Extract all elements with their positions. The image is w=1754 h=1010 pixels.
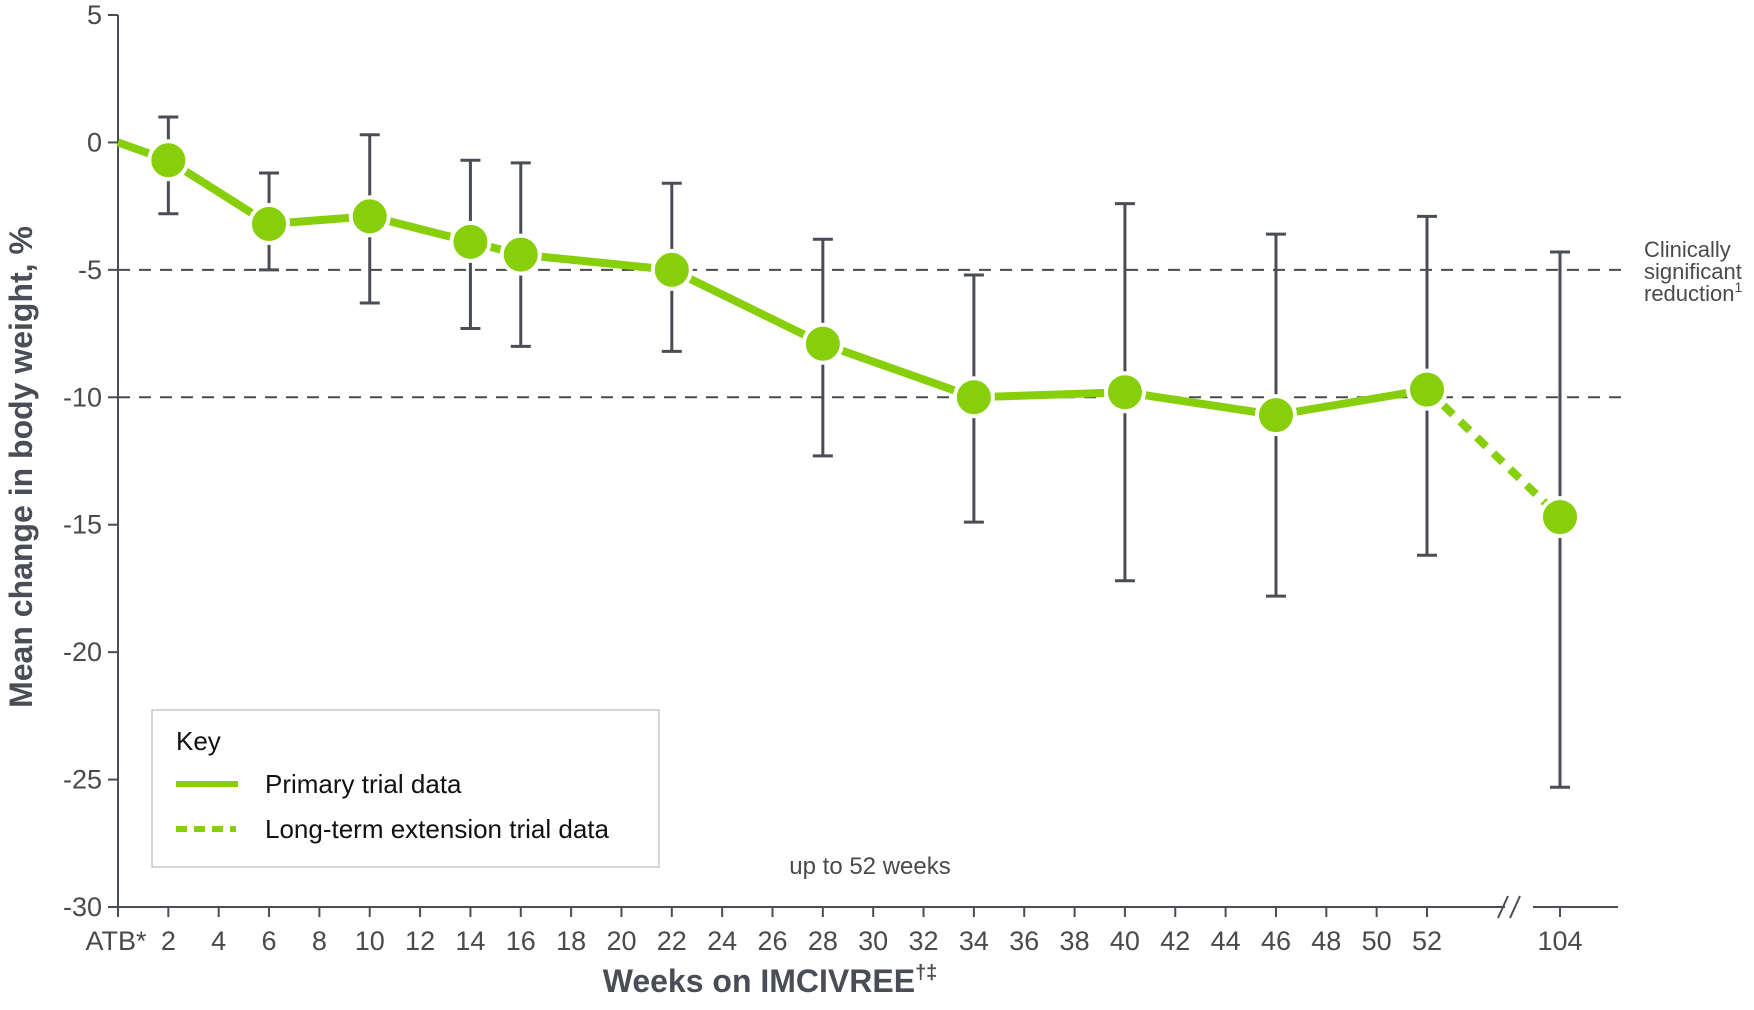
- data-point: [147, 139, 190, 182]
- x-tick-label: ATB*: [85, 926, 147, 956]
- reference-label-line-2: significant: [1644, 259, 1742, 284]
- x-tick-label: 8: [312, 926, 327, 956]
- series-line-0: [116, 138, 1428, 420]
- data-point: [801, 322, 844, 365]
- y-tick-label: -30: [63, 892, 102, 922]
- data-point: [499, 233, 542, 276]
- series-line-1: [1424, 386, 1563, 520]
- x-tick-label: 48: [1311, 926, 1341, 956]
- x-tick-label: 52: [1412, 926, 1442, 956]
- y-tick-label: 5: [87, 0, 102, 30]
- x-tick-label: 50: [1362, 926, 1392, 956]
- y-tick-label: -10: [63, 382, 102, 412]
- x-tick-label: 44: [1211, 926, 1241, 956]
- x-tick-label: 36: [1009, 926, 1039, 956]
- x-tick-label: 14: [455, 926, 485, 956]
- y-tick-label: -25: [63, 765, 102, 795]
- data-point: [1254, 394, 1297, 437]
- x-tick-label: 10: [355, 926, 385, 956]
- legend-label-extension: Long-term extension trial data: [265, 814, 610, 844]
- data-point: [1539, 496, 1581, 539]
- x-tick-label: 6: [262, 926, 277, 956]
- data-point: [248, 202, 291, 245]
- y-tick-label: 0: [87, 127, 102, 157]
- data-point: [1103, 371, 1146, 414]
- reference-lines: [118, 268, 1628, 399]
- x-tick-label: 18: [556, 926, 586, 956]
- series-markers: [147, 139, 1581, 539]
- x-tick-label: 16: [506, 926, 536, 956]
- legend-label-primary: Primary trial data: [265, 769, 462, 799]
- chart-text: Mean change in body weight, % Weeks on I…: [3, 226, 1743, 999]
- x-tick-label: 34: [959, 926, 989, 956]
- x-tick-label: 40: [1110, 926, 1140, 956]
- legend: Key Primary trial data Long-term extensi…: [151, 709, 660, 868]
- data-point: [952, 376, 995, 419]
- x-axis-label-text: Weeks on IMCIVREE: [603, 963, 915, 999]
- x-tick-label: 46: [1261, 926, 1291, 956]
- reference-label-line-1: Clinically: [1644, 237, 1731, 262]
- x-tick-label: 4: [211, 926, 226, 956]
- x-tick-label: 2: [161, 926, 176, 956]
- axis-break-mark-1: [1497, 895, 1509, 919]
- x-tick-label: 30: [858, 926, 888, 956]
- x-tick-label: 42: [1160, 926, 1190, 956]
- x-tick-label: 24: [707, 926, 737, 956]
- data-point: [650, 248, 693, 291]
- x-axis-label: Weeks on IMCIVREE†‡: [603, 962, 938, 999]
- reference-label-line-3: reduction1: [1644, 279, 1743, 306]
- legend-title: Key: [176, 726, 221, 756]
- data-point: [348, 195, 391, 238]
- x-axis-label-superscript: †‡: [915, 962, 937, 984]
- x-tick-label: 22: [657, 926, 687, 956]
- x-tick-label: 32: [909, 926, 939, 956]
- data-point: [1406, 368, 1448, 411]
- duration-annotation: up to 52 weeks: [789, 853, 950, 880]
- y-tick-label: -15: [63, 510, 102, 540]
- y-axis-label: Mean change in body weight, %: [3, 226, 39, 708]
- reference-label-superscript: 1: [1735, 279, 1743, 295]
- x-tick-label: 104: [1537, 926, 1582, 956]
- x-tick-label: 20: [606, 926, 636, 956]
- x-tick-label: 28: [808, 926, 838, 956]
- data-point: [449, 220, 492, 263]
- legend-box: [151, 709, 660, 868]
- x-tick-label: 38: [1060, 926, 1090, 956]
- series-lines: [116, 138, 1563, 520]
- x-tick-label: 26: [757, 926, 787, 956]
- y-tick-label: -20: [63, 637, 102, 667]
- axis-break-mark-2: [1509, 895, 1521, 919]
- reference-label-line-3-text: reduction: [1644, 281, 1735, 306]
- x-tick-label: 12: [405, 926, 435, 956]
- y-tick-label: -5: [78, 255, 102, 285]
